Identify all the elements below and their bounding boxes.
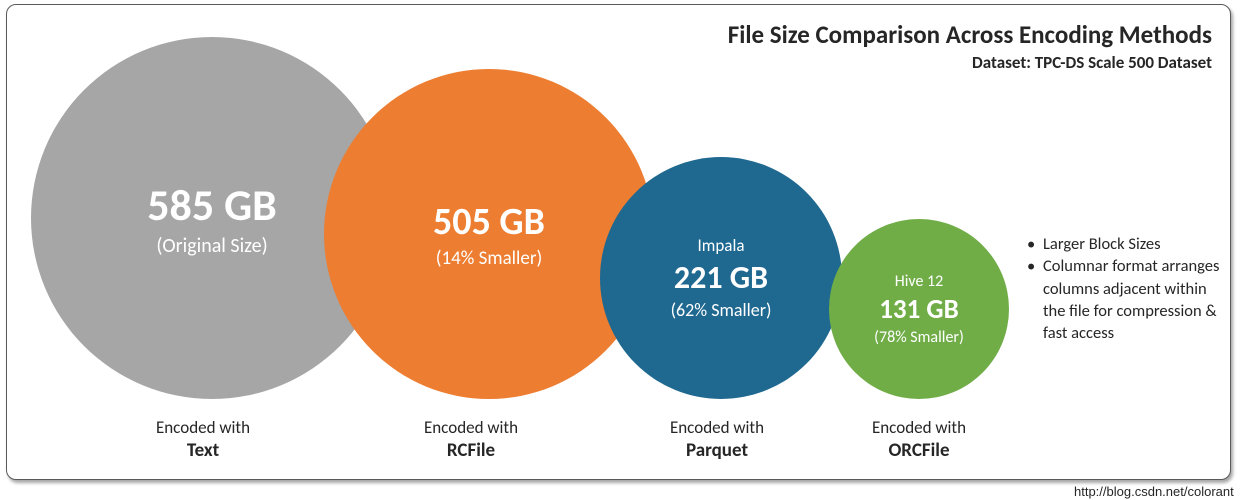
- notes-block: Larger Block SizesColumnar format arrang…: [1027, 233, 1227, 344]
- caption-line2: Text: [103, 439, 303, 462]
- circle-2: Impala221 GB(62% Smaller): [600, 157, 842, 399]
- note-item: Larger Block Sizes: [1027, 233, 1227, 255]
- source-url: http://blog.csdn.net/colorant: [1074, 484, 1234, 499]
- circle-size-label: 131 GB: [879, 293, 959, 326]
- title-block: File Size Comparison Across Encoding Met…: [728, 19, 1212, 73]
- caption-line2: Parquet: [617, 439, 817, 462]
- caption-1: Encoded withRCFile: [371, 417, 571, 462]
- circle-note: (14% Smaller): [436, 247, 542, 270]
- title-sub: Dataset: TPC-DS Scale 500 Dataset: [728, 52, 1212, 73]
- caption-3: Encoded withORCFile: [819, 417, 1019, 462]
- caption-0: Encoded withText: [103, 417, 303, 462]
- circle-size-label: 221 GB: [674, 258, 768, 297]
- caption-2: Encoded withParquet: [617, 417, 817, 462]
- circle-note: (Original Size): [156, 234, 267, 258]
- caption-line1: Encoded with: [371, 417, 571, 438]
- circle-note: (78% Smaller): [874, 328, 964, 347]
- caption-line1: Encoded with: [103, 417, 303, 438]
- circle-size-label: 505 GB: [433, 199, 545, 245]
- title-main: File Size Comparison Across Encoding Met…: [728, 19, 1212, 50]
- caption-line1: Encoded with: [617, 417, 817, 438]
- circle-1: 505 GB(14% Smaller): [324, 69, 654, 399]
- caption-line1: Encoded with: [819, 417, 1019, 438]
- circle-tag: Hive 12: [895, 272, 944, 291]
- circle-size-label: 585 GB: [147, 178, 277, 232]
- caption-line2: ORCFile: [819, 439, 1019, 462]
- circle-note: (62% Smaller): [671, 299, 772, 321]
- caption-line2: RCFile: [371, 439, 571, 462]
- circle-3: Hive 12 131 GB (78% Smaller): [829, 219, 1009, 399]
- notes-list: Larger Block SizesColumnar format arrang…: [1027, 233, 1227, 344]
- chart-frame: File Size Comparison Across Encoding Met…: [6, 4, 1231, 480]
- note-item: Columnar format arranges columns adjacen…: [1027, 255, 1227, 344]
- circle-tag: Impala: [698, 235, 745, 256]
